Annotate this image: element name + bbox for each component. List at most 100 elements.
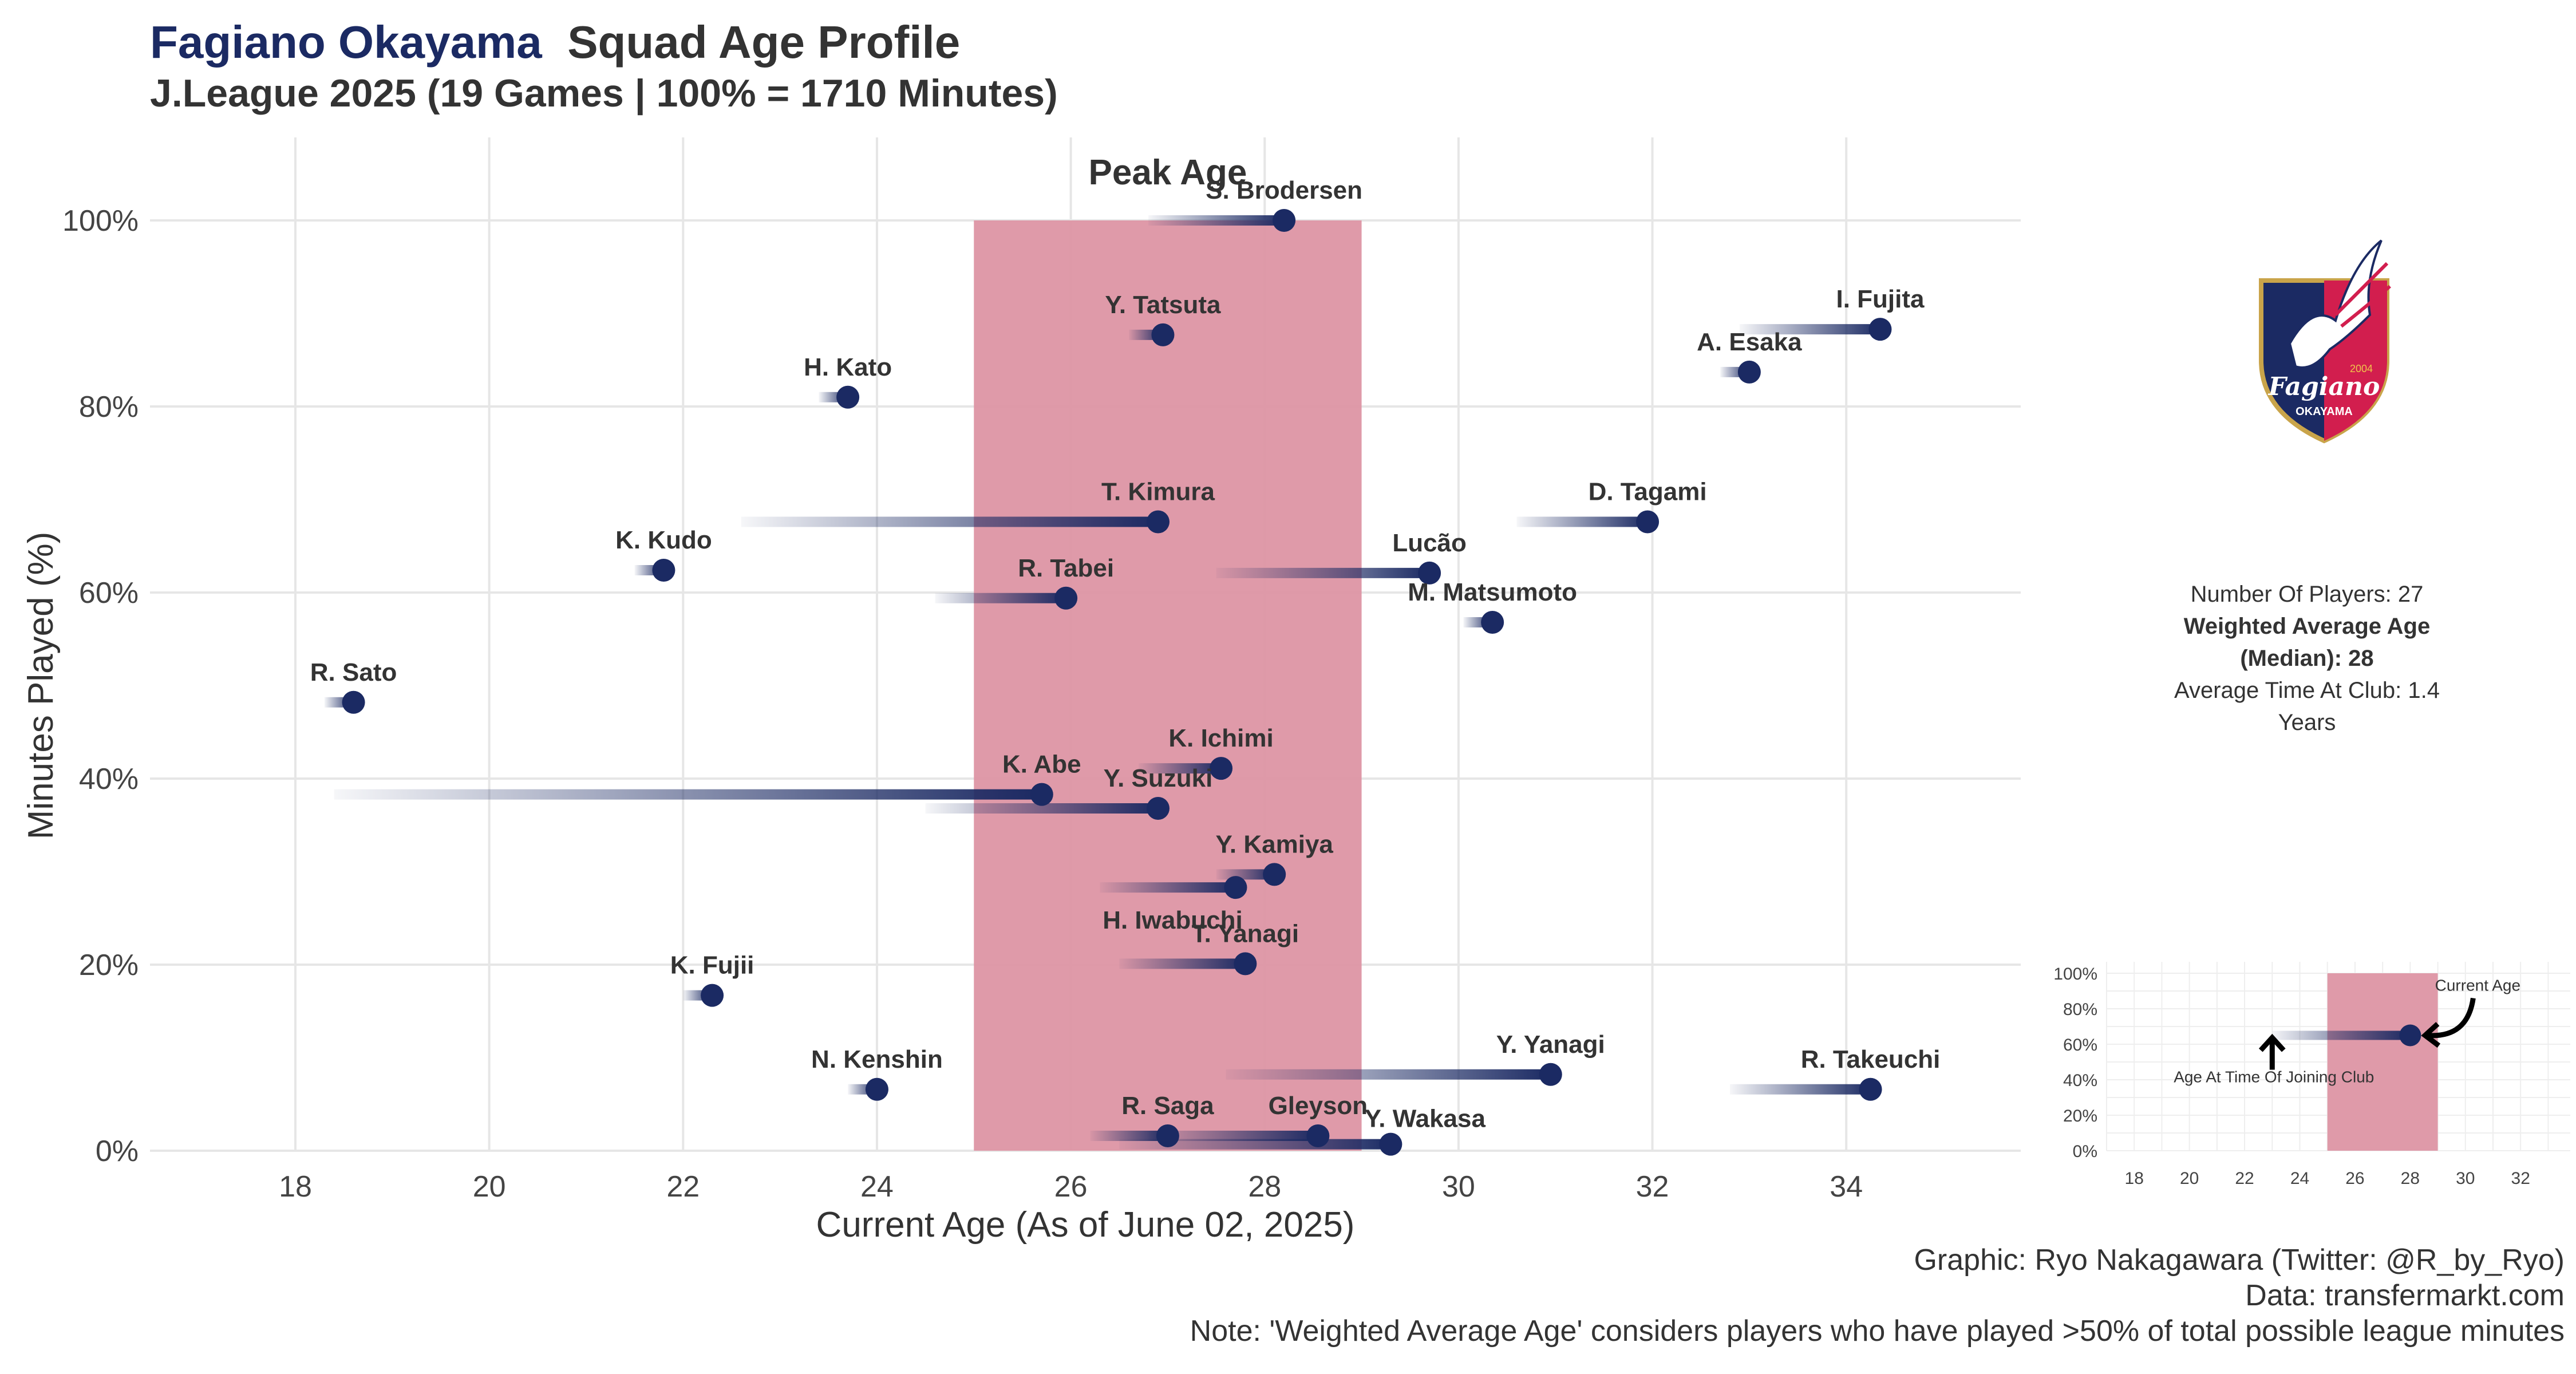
player-point (1224, 876, 1247, 899)
player-point (1151, 323, 1175, 346)
player-point (1379, 1132, 1402, 1156)
x-tick-label: 22 (666, 1170, 700, 1203)
player-label: Gleyson (1269, 1092, 1368, 1120)
player-point (836, 385, 860, 409)
x-tick-label: 20 (473, 1170, 506, 1203)
player-point (1263, 863, 1286, 886)
chart-subtitle: J.League 2025 (19 Games | 100% = 1710 Mi… (150, 72, 1058, 115)
player-trail (1516, 516, 1648, 527)
current-age-arrowhead (2421, 1022, 2441, 1048)
player-trail (1216, 567, 1430, 578)
player-label: N. Kenshin (811, 1045, 943, 1073)
title-rest: Squad Age Profile (567, 17, 961, 68)
logo-year: 2004 (2350, 363, 2373, 374)
player-point (1868, 318, 1892, 341)
stat-weighted-age: Weighted Average Age (Median): 28 (2183, 614, 2431, 671)
inset-x-tick-label: 30 (2456, 1169, 2475, 1188)
player-label: Y. Kamiya (1215, 830, 1333, 858)
x-tick-label: 18 (279, 1170, 312, 1203)
stat-time-at-club: Average Time At Club: 1.4 Years (2174, 678, 2440, 735)
player-trail (1148, 1131, 1318, 1141)
player-label: H. Iwabuchi (1103, 906, 1242, 934)
player-point (1030, 783, 1053, 806)
player-point (1418, 561, 1441, 585)
player-point (1054, 586, 1078, 610)
inset-y-tick-label: 40% (2063, 1071, 2097, 1090)
stat-players: Number Of Players: 27 (2190, 582, 2424, 607)
player-label: R. Sato (310, 658, 397, 686)
joined-age-annotation: Age At Time Of Joining Club (2174, 1068, 2374, 1086)
y-tick-label: 0% (96, 1135, 139, 1168)
inset-y-tick-label: 60% (2063, 1036, 2097, 1055)
inset-example-point (2399, 1024, 2421, 1047)
chart-title: Fagiano Okayama Squad Age Profile (150, 16, 960, 69)
y-tick-label: 100% (62, 204, 139, 238)
player-label: D. Tagami (1589, 478, 1707, 506)
inset-y-tick-label: 0% (2073, 1142, 2097, 1161)
credit-data: Data: transfermarkt.com (2245, 1279, 2565, 1312)
player-trail (935, 593, 1066, 603)
player-point (1539, 1063, 1562, 1086)
joined-age-arrowhead (2258, 1033, 2286, 1052)
inset-peak-age-band (2327, 973, 2438, 1151)
player-point (1146, 797, 1170, 820)
player-trail (1730, 1084, 1871, 1095)
player-point (1146, 510, 1170, 534)
player-label: Y. Wakasa (1365, 1105, 1486, 1133)
player-trail (1139, 763, 1222, 774)
squad-stats: Number Of Players: 27 Weighted Average A… (2152, 578, 2462, 739)
player-label: H. Kato (804, 353, 892, 381)
credit-note: Note: 'Weighted Average Age' considers p… (1190, 1314, 2565, 1348)
player-label: M. Matsumoto (1408, 578, 1577, 606)
player-point (652, 559, 675, 582)
player-trail (1119, 1139, 1391, 1150)
current-age-annotation: Current Age (2435, 977, 2520, 994)
logo-subtext: OKAYAMA (2296, 405, 2353, 418)
player-label: K. Abe (1002, 751, 1081, 779)
x-tick-label: 32 (1636, 1170, 1669, 1203)
credit-graphic: Graphic: Ryo Nakagawara (Twitter: @R_by_… (1914, 1243, 2565, 1277)
inset-x-tick-label: 28 (2401, 1169, 2420, 1188)
inset-x-tick-label: 32 (2511, 1169, 2530, 1188)
inset-x-tick-label: 24 (2290, 1169, 2309, 1188)
player-label: R. Takeuchi (1801, 1045, 1941, 1073)
player-trail (741, 516, 1158, 527)
inset-example-trail (2272, 1030, 2411, 1040)
player-label: Lucão (1392, 529, 1467, 557)
player-label: K. Fujii (670, 951, 754, 980)
player-point (1234, 952, 1257, 976)
player-label: S. Brodersen (1206, 176, 1362, 204)
peak-age-label: Peak Age (1088, 153, 1247, 192)
player-trail (1739, 324, 1880, 335)
club-name: Fagiano Okayama (150, 17, 542, 68)
y-tick-label: 80% (79, 390, 139, 424)
player-point (1636, 510, 1660, 534)
inset-y-tick-label: 80% (2063, 1000, 2097, 1019)
player-label: R. Saga (1121, 1092, 1214, 1120)
player-point (865, 1077, 888, 1101)
player-point (1481, 611, 1504, 634)
player-label: Y. Suzuki (1104, 764, 1213, 792)
player-label: T. Yanagi (1192, 919, 1299, 947)
fagiano-okayama-crest-icon: Fagiano 2004 OKAYAMA (2259, 239, 2391, 444)
player-point (1859, 1077, 1882, 1101)
x-tick-label: 26 (1054, 1170, 1088, 1203)
player-label: R. Tabei (1018, 554, 1114, 582)
y-tick-label: 40% (79, 763, 139, 796)
inset-y-tick-label: 20% (2063, 1107, 2097, 1126)
player-trail (1216, 869, 1275, 880)
x-axis-title: Current Age (As of June 02, 2025) (816, 1205, 1355, 1245)
x-tick-label: 34 (1830, 1170, 1863, 1203)
player-trail (1148, 215, 1285, 226)
y-axis-title: Minutes Played (%) (21, 532, 61, 840)
player-trail (334, 789, 1042, 800)
y-tick-label: 20% (79, 949, 139, 982)
player-label: K. Kudo (615, 526, 712, 554)
x-tick-label: 24 (860, 1170, 894, 1203)
player-point (342, 690, 365, 714)
logo-text: Fagiano (2267, 372, 2380, 401)
player-label: A. Esaka (1697, 328, 1802, 356)
inset-x-tick-label: 18 (2125, 1169, 2144, 1188)
